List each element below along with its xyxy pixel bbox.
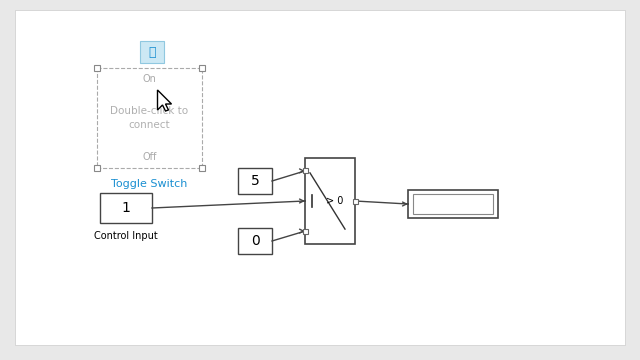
Text: Control Input: Control Input: [94, 231, 158, 241]
Bar: [303, 229, 307, 234]
Text: 🔗: 🔗: [148, 45, 156, 58]
Text: On: On: [143, 74, 156, 84]
Bar: [238, 168, 272, 194]
Text: 1: 1: [122, 201, 131, 215]
Text: Double-click to
connect: Double-click to connect: [111, 106, 189, 130]
Bar: [199, 65, 205, 71]
Text: 0: 0: [251, 234, 259, 248]
Polygon shape: [157, 90, 172, 111]
Bar: [305, 158, 355, 244]
Text: Toggle Switch: Toggle Switch: [111, 179, 188, 189]
Text: > 0: > 0: [326, 196, 344, 206]
Bar: [413, 194, 493, 214]
Bar: [94, 65, 100, 71]
Bar: [353, 198, 358, 203]
Bar: [408, 190, 498, 218]
Bar: [199, 165, 205, 171]
Bar: [140, 41, 164, 63]
Bar: [238, 228, 272, 254]
Text: Off: Off: [142, 152, 157, 162]
Text: 5: 5: [251, 174, 259, 188]
Bar: [100, 193, 152, 223]
Bar: [97, 68, 202, 168]
Bar: [94, 165, 100, 171]
Bar: [303, 168, 307, 174]
